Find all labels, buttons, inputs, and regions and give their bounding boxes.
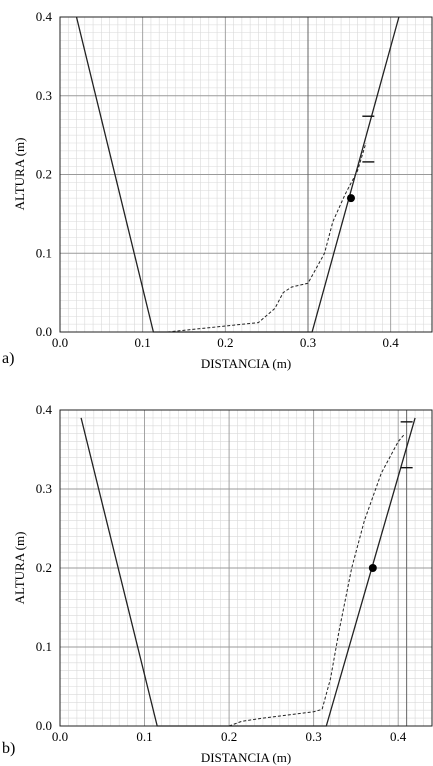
- panel-a: 0.0 0.1 0.2 0.3 0.4 0.0 0.1 0.2 0.3 0.4 DISTANCIA…: [2, 9, 433, 371]
- panel-b-y-tick-label: 0.4: [36, 402, 53, 417]
- panel-b-ticks: 0.0 0.1 0.2 0.3 0.4 0.0 0.1 0.2 0.3 0.4: [36, 402, 407, 744]
- panel-a-x-tick-label: 0.4: [383, 335, 400, 350]
- panel-b-label: b): [2, 740, 15, 757]
- panel-a-label: a): [2, 350, 14, 367]
- panel-a-y-tick-label: 0.2: [36, 167, 52, 182]
- panel-a-y-axis-label: ALTURA (m): [12, 138, 27, 211]
- panel-b-grid: [60, 410, 432, 726]
- panel-a-dashed-profile-line: [167, 142, 367, 333]
- panel-b-x-tick-label: 0.3: [306, 729, 322, 744]
- panel-a-y-tick-label: 0.1: [36, 245, 52, 260]
- panel-b-channel-profile-line: [80, 417, 416, 727]
- panel-a-y-tick-label: 0.3: [36, 88, 52, 103]
- panel-a-x-axis-label: DISTANCIA (m): [201, 356, 291, 371]
- panel-b-x-tick-label: 0.0: [52, 729, 68, 744]
- panel-a-x-tick-label: 0.3: [300, 335, 316, 350]
- panel-b-x-tick-label: 0.1: [136, 729, 152, 744]
- panel-b-x-tick-label: 0.4: [390, 729, 407, 744]
- panel-a-x-tick-label: 0.0: [52, 335, 68, 350]
- panel-b-y-axis-label: ALTURA (m): [12, 532, 27, 605]
- panel-b-y-tick-label: 0.2: [36, 560, 52, 575]
- panel-b-y-tick-label: 0.0: [36, 718, 52, 733]
- panel-a-x-tick-label: 0.2: [217, 335, 233, 350]
- panel-b-dashed-profile-line: [228, 433, 406, 727]
- panel-a-ticks: 0.0 0.1 0.2 0.3 0.4 0.0 0.1 0.2 0.3 0.4: [36, 9, 400, 350]
- panel-b-plot-frame: [59, 409, 433, 727]
- panel-a-data-point: [346, 194, 355, 203]
- panel-b: 0.0 0.1 0.2 0.3 0.4 0.0 0.1 0.2 0.3 0.4 DISTANCIA…: [2, 402, 433, 765]
- panel-b-x-tick-label: 0.2: [221, 729, 237, 744]
- panel-a-y-tick-label: 0.4: [36, 9, 53, 24]
- panel-a-y-tick-label: 0.0: [36, 324, 52, 339]
- panel-a-x-tick-label: 0.1: [135, 335, 151, 350]
- panel-a-plot-frame: [59, 16, 433, 333]
- panel-a-grid: [60, 17, 432, 332]
- panel-b-data-point: [368, 564, 377, 572]
- panel-b-x-axis-label: DISTANCIA (m): [201, 750, 291, 765]
- panel-b-y-tick-label: 0.3: [36, 481, 52, 496]
- panel-b-y-tick-label: 0.1: [36, 639, 52, 654]
